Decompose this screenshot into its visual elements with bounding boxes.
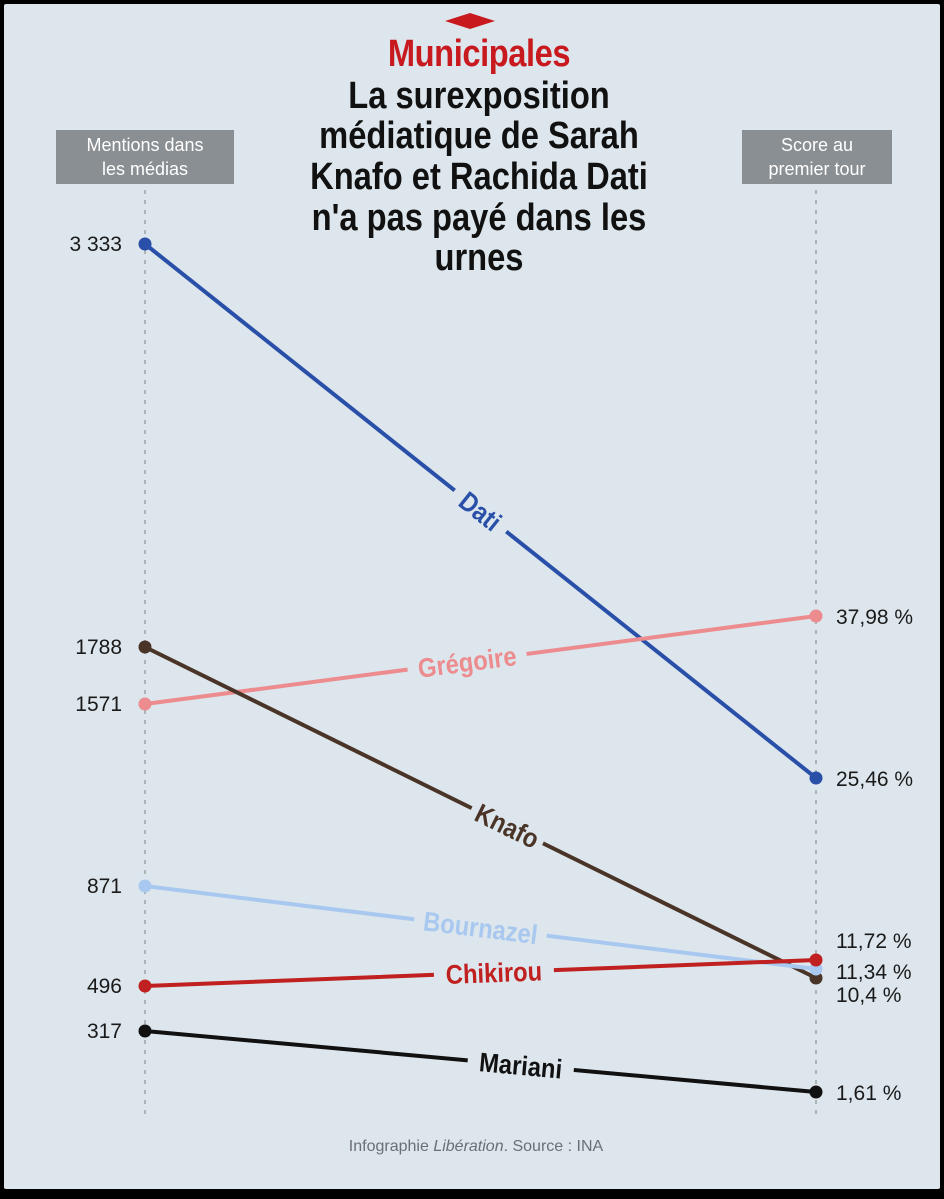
point-mentions-dati <box>138 237 152 251</box>
series-name-chikirou: Chikirou <box>433 953 555 990</box>
score-label-knafo: 10,4 % <box>836 984 901 1007</box>
point-mentions-mariani <box>138 1024 152 1038</box>
point-mentions-bournazel <box>138 879 152 893</box>
title-block: Municipales La surexposition médiatique … <box>244 33 714 279</box>
left-axis-label-line: Mentions dans <box>86 135 204 155</box>
right-axis-label-line: premier tour <box>768 159 866 179</box>
point-score-knafo <box>809 971 823 985</box>
left-axis-label-line: les médias <box>101 159 189 179</box>
kicker-title: Municipales <box>387 33 571 75</box>
source-note: Infographie Libération. Source : INA <box>4 1138 944 1156</box>
bottom-bar <box>0 1189 944 1199</box>
series-name-background <box>445 477 517 543</box>
right-axis-label-line: Score au <box>780 135 854 155</box>
source-prefix: Infographie <box>348 1138 434 1155</box>
diamond-icon <box>445 13 495 29</box>
series-name-background <box>412 902 549 950</box>
mentions-label-chikirou: 496 <box>87 975 122 998</box>
series-name-knafo: Knafo <box>465 793 551 857</box>
series-name-text: Mariani <box>478 1048 564 1085</box>
series-name-text: Bournazel <box>422 907 540 951</box>
infographic-frame: 3 333 25,46 % Dati 1571 37,98 % Grégoire 1788 1… <box>4 4 940 1189</box>
source-suffix: . Source : INA <box>503 1138 604 1155</box>
series-name-dati: Dati <box>445 477 517 543</box>
series-name-text: Grégoire <box>416 642 518 684</box>
title-line: La surexposition <box>348 74 610 117</box>
series-name-bournazel: Bournazel <box>412 902 549 951</box>
right-axis-label: Score au premier tour <box>742 130 892 184</box>
series-name-mariani: Mariani <box>466 1043 576 1085</box>
point-mentions-gregoire <box>138 697 152 711</box>
point-mentions-chikirou <box>138 979 152 993</box>
mentions-label-dati: 3 333 <box>69 233 122 256</box>
point-score-dati <box>809 771 823 785</box>
main-title: La surexposition médiatique de Sarah Kna… <box>277 76 681 279</box>
title-line: n'a pas payé dans les <box>311 196 647 239</box>
score-label-gregoire: 37,98 % <box>836 606 913 629</box>
point-score-gregoire <box>809 609 823 623</box>
label-layer: 3 333 25,46 % Dati 1571 37,98 % Grégoire 1788 1… <box>69 233 913 1105</box>
series-name-gregoire: Grégoire <box>405 637 529 684</box>
series-name-background <box>465 793 551 857</box>
point-score-mariani <box>809 1085 823 1099</box>
point-mentions-knafo <box>138 640 152 654</box>
title-line: urnes <box>434 237 524 280</box>
point-score-chikirou <box>809 953 823 967</box>
mentions-label-knafo: 1788 <box>75 636 122 659</box>
score-label-chikirou: 11,72 % <box>836 930 912 953</box>
title-line: médiatique de Sarah <box>319 115 639 158</box>
mentions-label-bournazel: 871 <box>87 875 122 898</box>
series-name-background <box>433 953 555 990</box>
title-line: Knafo et Rachida Dati <box>310 156 648 199</box>
score-label-bournazel: 11,34 % <box>836 961 912 984</box>
series-name-text: Chikirou <box>445 957 542 990</box>
mentions-label-gregoire: 1571 <box>75 693 122 716</box>
point-score-bournazel <box>809 962 823 976</box>
series-name-background <box>466 1043 576 1085</box>
slope-chart: 3 333 25,46 % Dati 1571 37,98 % Grégoire 1788 1… <box>69 190 913 1120</box>
source-brand: Libération <box>433 1138 504 1155</box>
score-label-dati: 25,46 % <box>836 768 913 791</box>
score-label-mariani: 1,61 % <box>836 1082 901 1105</box>
series-name-background <box>405 637 529 684</box>
left-axis-label: Mentions dans les médias <box>56 130 234 184</box>
mentions-label-mariani: 317 <box>87 1020 122 1043</box>
